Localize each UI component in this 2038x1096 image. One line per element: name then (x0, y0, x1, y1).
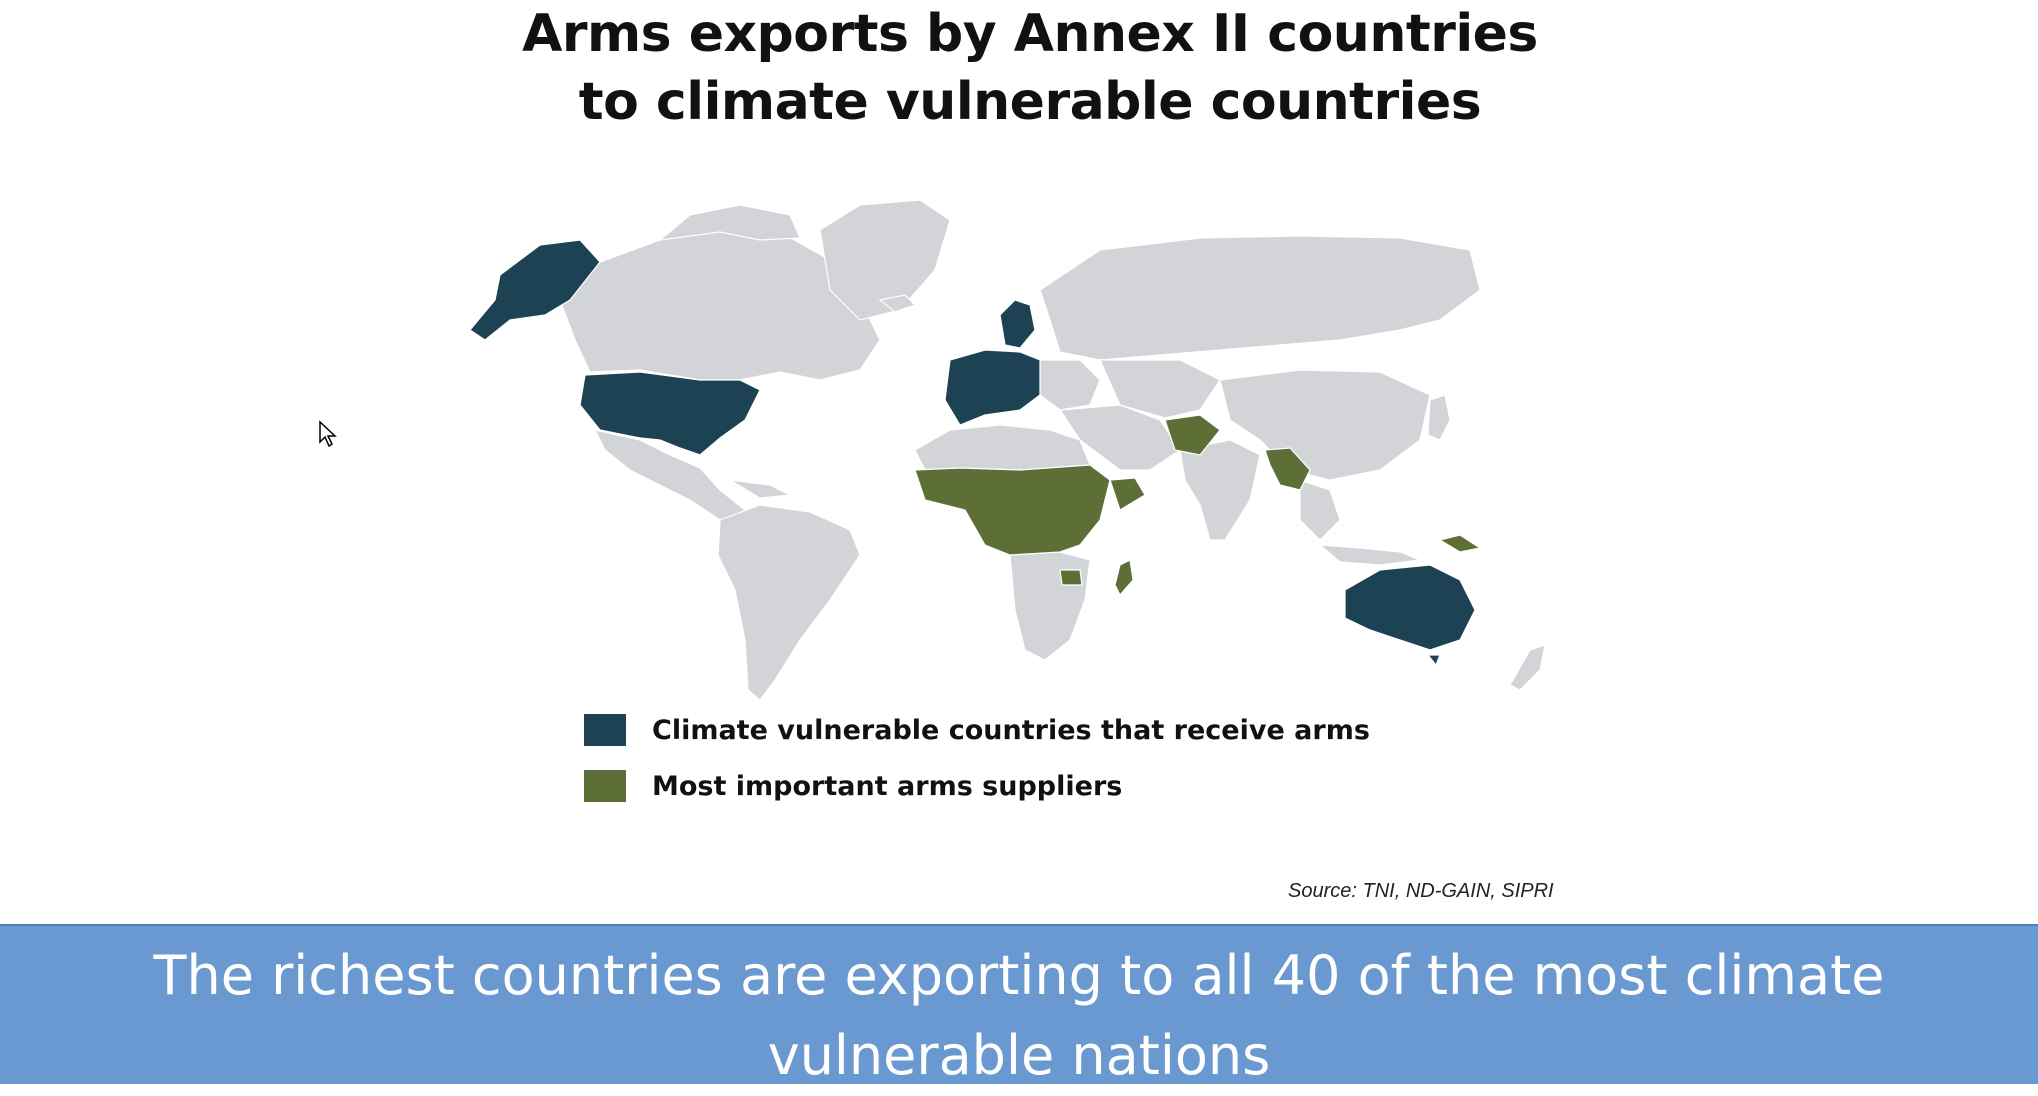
slide-caption: The richest countries are exporting to a… (153, 944, 1885, 1087)
region-central-asia (1099, 359, 1221, 419)
region-western-europe (944, 349, 1041, 426)
region-scandinavia (999, 299, 1036, 349)
region-caribbean (729, 479, 793, 499)
region-alaska (469, 239, 601, 341)
land-masses (559, 199, 1546, 701)
title-line-1: Arms exports by Annex II countries (522, 4, 1538, 64)
region-india (1179, 439, 1261, 541)
arms-recipient-regions (469, 239, 1476, 667)
mouse-pointer-icon (319, 420, 337, 448)
region-indonesia (1318, 544, 1421, 566)
region-usa (579, 371, 761, 456)
legend-item-suppliers: Most important arms suppliers (584, 758, 1370, 814)
caption-band: The richest countries are exporting to a… (0, 924, 2038, 1087)
region-tasmania (1426, 654, 1441, 667)
region-greenland (819, 199, 951, 321)
region-afghanistan (1164, 414, 1221, 456)
region-southeast-asia (1299, 479, 1341, 541)
region-south-america (717, 504, 861, 701)
region-australia (1344, 564, 1476, 651)
legend-label-recipients: Climate vulnerable countries that receiv… (652, 714, 1370, 746)
legend-swatch-recipients (584, 714, 626, 746)
region-iceland (878, 294, 917, 313)
region-new-zealand (1509, 644, 1546, 691)
region-eastern-europe (1039, 359, 1101, 411)
source-credit: Source: TNI, ND-GAIN, SIPRI (1288, 880, 1554, 902)
map-title: Arms exports by Annex II countries to cl… (330, 0, 1730, 136)
region-myanmar (1264, 447, 1311, 491)
region-middle-east (1058, 404, 1181, 471)
region-sahel-central-africa (914, 464, 1111, 556)
legend-item-recipients: Climate vulnerable countries that receiv… (584, 702, 1370, 758)
region-north-africa (914, 424, 1091, 471)
legend-swatch-suppliers (584, 770, 626, 802)
title-line-2: to climate vulnerable countries (578, 72, 1482, 132)
region-arctic-islands (658, 204, 801, 241)
legend-label-suppliers: Most important arms suppliers (652, 770, 1123, 802)
arms-supplier-regions (914, 414, 1482, 597)
region-horn-of-africa (1109, 477, 1146, 511)
legend: Climate vulnerable countries that receiv… (584, 702, 1370, 814)
region-russia (1039, 235, 1481, 361)
region-japan (1427, 394, 1451, 441)
region-papua-new-guinea (1438, 534, 1482, 553)
region-zimbabwe (1059, 569, 1083, 586)
region-southern-africa (1009, 551, 1091, 661)
region-madagascar (1114, 559, 1134, 597)
